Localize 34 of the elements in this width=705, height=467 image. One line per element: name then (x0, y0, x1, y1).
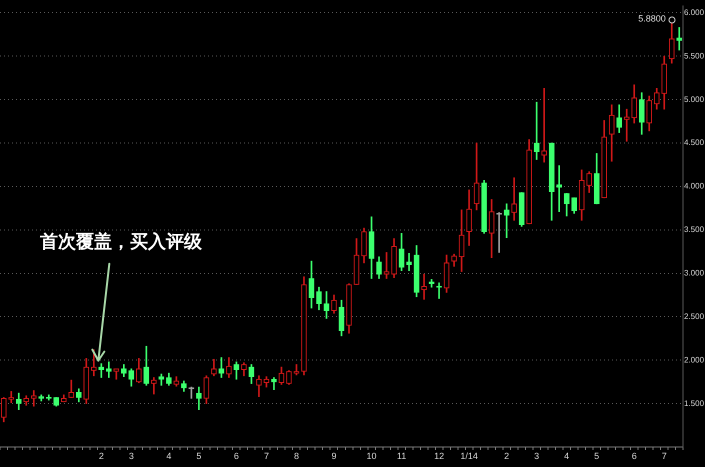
y-tick-label: 4.000 (684, 182, 705, 191)
x-tick-label: 5 (196, 450, 202, 461)
y-tick-label: 4.500 (684, 138, 705, 148)
y-tick-label: 2.000 (684, 355, 705, 364)
y-tick-label: 5.500 (684, 51, 705, 60)
x-tick-label: 6 (234, 450, 239, 461)
x-tick-label: 2 (504, 450, 510, 461)
candlestick (421, 274, 427, 300)
x-tick-label: 8 (294, 450, 299, 461)
y-tick-label: 3.500 (684, 225, 705, 234)
y-tick-label: 2.500 (684, 312, 705, 321)
x-tick-label: 7 (662, 450, 667, 461)
y-tick-label: 3.000 (684, 268, 705, 278)
candlestick (384, 252, 390, 279)
x-tick-label: 4 (564, 450, 570, 461)
x-tick-label: 3 (534, 450, 540, 461)
x-tick-label: 11 (396, 450, 406, 461)
candlestick (324, 291, 330, 319)
x-tick-label: 6 (632, 450, 637, 461)
x-tick-label: 12 (434, 450, 444, 461)
x-tick-label: 5 (594, 450, 600, 461)
y-tick-label: 5.000 (684, 94, 705, 104)
y-tick-label: 6.000 (684, 8, 705, 17)
x-tick-label: 7 (264, 450, 269, 461)
x-tick-label: 2 (98, 450, 104, 461)
x-tick-label: 9 (331, 450, 336, 461)
x-tick-label: 4 (166, 450, 172, 461)
x-tick-label: 3 (128, 450, 134, 461)
annotation: 首次覆盖，买入评级 (39, 231, 203, 252)
x-tick-label: 10 (366, 450, 377, 461)
y-tick-label: 1.500 (684, 398, 705, 408)
annotation: 5.8800 (638, 14, 666, 24)
candlestick (406, 252, 412, 272)
x-tick-label: 1/14 (460, 450, 478, 461)
